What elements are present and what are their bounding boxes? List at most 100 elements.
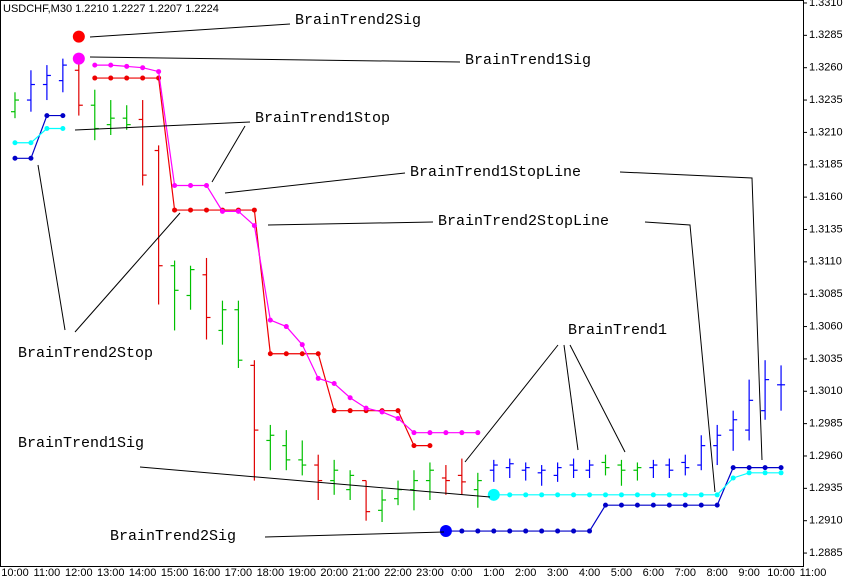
chart-title: USDCHF,M30 1.2210 1.2227 1.2207 1.2224 <box>3 3 219 15</box>
pointer <box>619 171 763 461</box>
signal-dot <box>72 30 85 43</box>
indicator-dot <box>523 528 529 534</box>
indicator-dot <box>411 443 417 449</box>
indicator-dot <box>587 492 593 498</box>
indicator-dot <box>219 208 225 214</box>
indicator-dot <box>539 528 545 534</box>
indicator-dot <box>267 317 273 323</box>
indicator-dot <box>395 408 401 414</box>
y-tick-label: 1.3185 <box>809 159 843 171</box>
y-tick-label: 1.3160 <box>809 191 843 203</box>
x-tick-label: 4:00 <box>579 567 600 579</box>
indicator-dot <box>634 502 640 508</box>
annotation: BrainTrend1Stop <box>255 110 390 127</box>
x-tick-label: 14:00 <box>129 567 157 579</box>
annotation: BrainTrend1StopLine <box>410 164 581 181</box>
indicator-dot <box>172 207 178 213</box>
x-tick-label: 21:00 <box>352 567 380 579</box>
indicator-dot <box>475 430 481 436</box>
indicator-dot <box>746 470 752 476</box>
annotations: BrainTrend2Sig BrainTrend1Sig BrainTrend… <box>18 12 763 545</box>
indicator-dot <box>12 155 18 161</box>
pointer <box>267 221 434 226</box>
indicator-dot <box>443 430 449 436</box>
y-tick-label: 1.3260 <box>809 62 843 74</box>
annotation: BrainTrend1 <box>568 322 667 339</box>
indicator-dot <box>587 528 593 534</box>
y-tick-label: 1.3060 <box>809 320 843 332</box>
y-tick-label: 1.2935 <box>809 482 843 494</box>
x-tick-label: 2:00 <box>515 567 536 579</box>
indicator-dot <box>682 492 688 498</box>
pointer <box>89 23 291 38</box>
y-tick-label: 1.3110 <box>809 256 842 268</box>
annotation: BrainTrend2Sig <box>295 12 421 29</box>
indicator-dot <box>427 443 433 449</box>
x-tick-label: 12:00 <box>65 567 93 579</box>
x-tick-label: 9:00 <box>738 567 759 579</box>
plot-frame <box>0 0 804 567</box>
marks <box>10 30 786 538</box>
indicator-dot <box>315 375 321 381</box>
pointer <box>139 466 491 498</box>
x-tick-label: 15:00 <box>161 567 189 579</box>
indicator-dot <box>650 492 656 498</box>
indicator-dot <box>650 502 656 508</box>
x-tick-label: 0:00 <box>451 567 472 579</box>
x-tick-label: 10:00 <box>1 567 29 579</box>
indicator-dot <box>251 223 257 229</box>
pointer <box>563 344 579 451</box>
indicator-dot <box>299 342 305 348</box>
signal-dot <box>72 52 85 65</box>
indicator-line <box>14 114 63 159</box>
indicator-dot <box>411 430 417 436</box>
indicator-dot <box>92 75 98 81</box>
x-tick-label: 6:00 <box>643 567 664 579</box>
annotation: BrainTrend2Sig <box>110 528 236 545</box>
indicator-dot <box>347 395 353 401</box>
indicator-dot <box>571 492 577 498</box>
indicator-dot <box>379 409 385 415</box>
indicator-dot <box>778 470 784 476</box>
pointer <box>74 212 181 333</box>
indicator-dot <box>714 492 720 498</box>
indicator-dot <box>331 381 337 387</box>
signal-dot <box>439 525 452 538</box>
x-tick-label: 19:00 <box>288 567 316 579</box>
indicator-dot <box>730 475 736 481</box>
indicator-dot <box>666 502 672 508</box>
indicator-dot <box>315 351 321 357</box>
indicator-dot <box>204 182 209 188</box>
pointer <box>211 125 246 183</box>
indicator-dot <box>44 126 50 132</box>
indicator-dot <box>108 75 114 81</box>
x-tick-label: 20:00 <box>320 567 348 579</box>
x-tick-label: 11:00 <box>34 567 61 579</box>
indicator-dot <box>251 207 257 213</box>
indicator-dot <box>666 492 672 498</box>
indicator-dot <box>44 113 50 119</box>
y-tick-label: 1.3085 <box>809 288 843 300</box>
indicator-dot <box>539 492 545 498</box>
annotation: BrainTrend2Stop <box>18 345 153 362</box>
indicator-dot <box>714 502 720 508</box>
indicator-dot <box>555 492 561 498</box>
indicator-dot <box>778 465 784 471</box>
indicator-dot <box>12 140 18 146</box>
pointer <box>644 221 716 493</box>
indicator-dot <box>204 207 209 213</box>
indicator-dot <box>156 69 162 75</box>
indicator-dot <box>746 465 752 471</box>
indicator-dot <box>235 208 241 214</box>
indicator-dot <box>618 492 624 498</box>
indicator-dot <box>603 502 608 508</box>
x-tick-label: 18:00 <box>257 567 285 579</box>
indicator-dot <box>60 113 66 119</box>
x-tick-label: 5:00 <box>611 567 632 579</box>
x-tick-label: 1:00 <box>483 567 504 579</box>
y-tick-label: 1.2985 <box>809 418 843 430</box>
indicator-dot <box>108 62 114 68</box>
y-tick-label: 1.3235 <box>809 94 843 106</box>
indicator-dot <box>618 502 624 508</box>
pointer <box>37 164 66 331</box>
